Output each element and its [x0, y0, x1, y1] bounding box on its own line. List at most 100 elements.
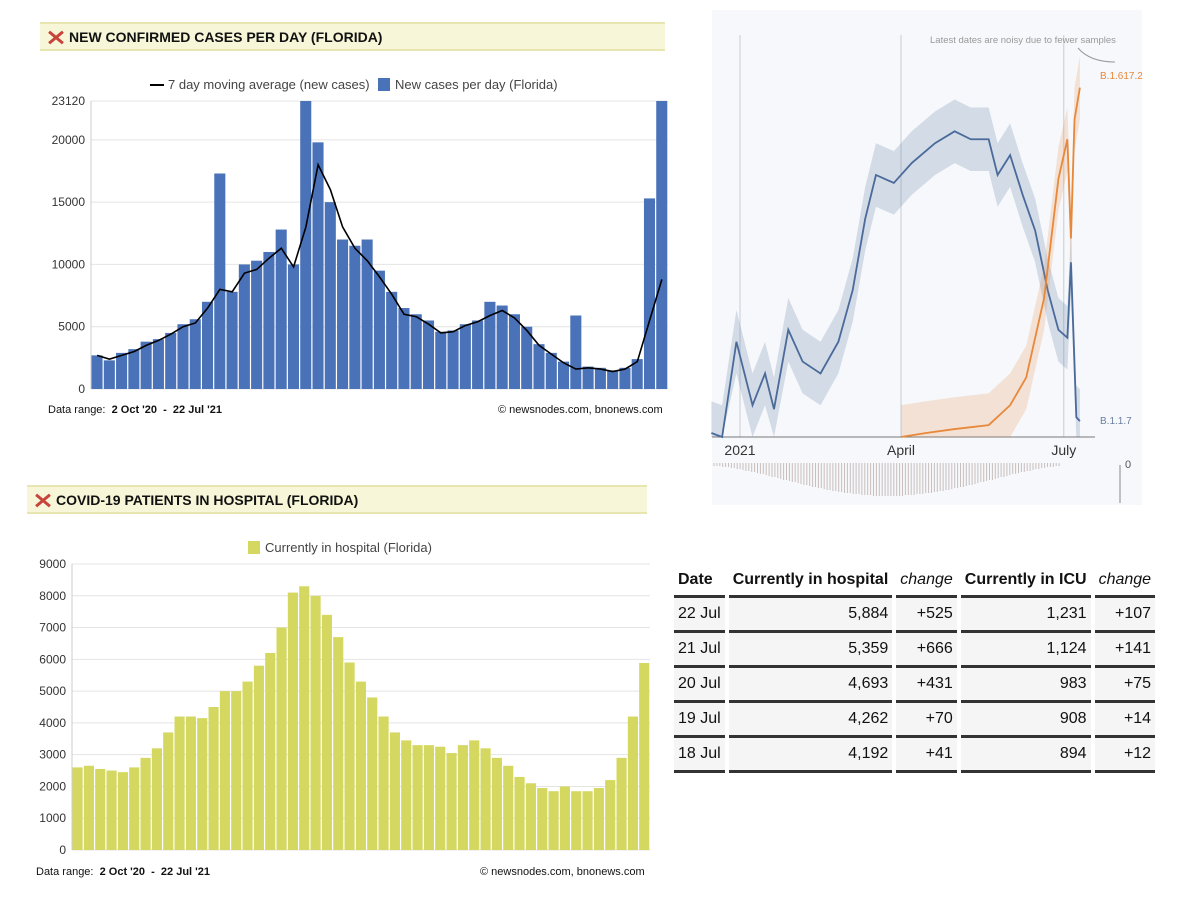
bar — [412, 745, 423, 850]
bar — [496, 305, 508, 389]
bar — [582, 366, 594, 389]
florida-flag-icon — [48, 30, 64, 44]
bar — [503, 765, 514, 850]
bar — [140, 341, 152, 389]
col-icu: Currently in ICU — [960, 565, 1091, 598]
bar — [214, 173, 226, 389]
bar — [447, 330, 459, 389]
y-tick-label: 3000 — [39, 748, 66, 762]
bar — [521, 326, 533, 389]
bar — [337, 239, 349, 389]
table-cell: +14 — [1094, 703, 1156, 738]
x-tick-label: 2021 — [724, 442, 755, 458]
bar — [263, 251, 275, 389]
bar — [607, 370, 619, 389]
bar — [253, 665, 264, 850]
bar — [140, 757, 151, 850]
y-tick-label: 0 — [59, 843, 66, 857]
bar — [287, 592, 298, 850]
hospital-panel-header: COVID-19 PATIENTS IN HOSPITAL (FLORIDA) — [27, 485, 647, 514]
y-tick-label: 23120 — [52, 94, 86, 108]
bar — [537, 788, 548, 850]
table-cell: 22 Jul — [674, 598, 725, 633]
y-tick-label: 4000 — [39, 716, 66, 730]
bar — [106, 770, 117, 850]
bar — [514, 776, 525, 850]
bar — [571, 791, 582, 850]
y-tick-label: 9000 — [39, 557, 66, 571]
bar — [251, 260, 263, 389]
y-tick-label: 5000 — [39, 684, 66, 698]
bar — [446, 753, 457, 850]
bar — [484, 301, 496, 389]
col-hospital: Currently in hospital — [728, 565, 893, 598]
cases-panel-header: NEW CONFIRMED CASES PER DAY (FLORIDA) — [40, 22, 665, 51]
bar — [219, 691, 230, 850]
variant-line — [900, 87, 1081, 438]
table-cell: +12 — [1094, 738, 1156, 773]
bar — [472, 320, 484, 389]
bar — [525, 783, 536, 850]
table-cell: 19 Jul — [674, 703, 725, 738]
noisy-note: Latest dates are noisy due to fewer samp… — [930, 35, 1116, 46]
table-cell: +70 — [896, 703, 957, 738]
bar — [300, 101, 312, 389]
bar — [163, 732, 174, 850]
bar — [265, 652, 276, 850]
bar — [558, 361, 570, 389]
table-cell: 4,693 — [728, 668, 893, 703]
bar — [605, 780, 616, 850]
bar — [435, 331, 447, 389]
bar — [276, 627, 287, 850]
bar — [95, 768, 106, 850]
data-range-value: 2 Oct '20 - 22 Jul '21 — [111, 404, 223, 416]
cases-credit: © newsnodes.com, bnonews.com — [498, 404, 663, 416]
bar — [129, 767, 140, 850]
hospital-table: Date Currently in hospital change Curren… — [670, 565, 1159, 773]
table-row: 21 Jul 5,359 +666 1,124 +141 — [674, 633, 1156, 668]
table-cell: 20 Jul — [674, 668, 725, 703]
bar — [344, 662, 355, 850]
table-cell: +666 — [896, 633, 957, 668]
table-cell: 908 — [960, 703, 1091, 738]
bar — [631, 359, 643, 389]
bar — [389, 732, 400, 850]
bar — [333, 637, 344, 850]
bar — [299, 586, 310, 850]
col-icu-change: change — [1094, 565, 1156, 598]
data-range-label: Data range: — [48, 404, 106, 416]
table-row: 22 Jul 5,884 +525 1,231 +107 — [674, 598, 1156, 633]
bar — [242, 681, 253, 850]
table-cell: +141 — [1094, 633, 1156, 668]
bar — [103, 360, 115, 389]
bar — [401, 740, 412, 850]
data-range-label: Data range: — [36, 866, 94, 878]
table-cell: 894 — [960, 738, 1091, 773]
bar — [656, 101, 668, 389]
bar — [545, 352, 557, 389]
bar — [91, 355, 103, 389]
bar — [349, 245, 361, 389]
y-tick-label: 20000 — [52, 133, 86, 147]
bar — [185, 716, 196, 850]
variant-line — [711, 130, 1081, 439]
variant-chart: 2021 April July Latest dates are noisy due … — [711, 35, 1143, 503]
table-cell: 1,124 — [960, 633, 1091, 668]
bar — [533, 344, 545, 389]
confidence-band — [711, 99, 1080, 438]
bar — [373, 270, 385, 389]
y-tick-label: 5000 — [58, 320, 85, 334]
table-row: 19 Jul 4,262 +70 908 +14 — [674, 703, 1156, 738]
legend-bar-swatch — [248, 541, 260, 554]
bar — [469, 740, 480, 850]
y-tick-label: 2000 — [39, 779, 66, 793]
bar — [231, 691, 242, 850]
bar — [480, 748, 491, 850]
cases-data-range: Data range: 2 Oct '20 - 22 Jul '21 — [48, 404, 222, 416]
table-cell: +107 — [1094, 598, 1156, 633]
table-cell: +431 — [896, 668, 957, 703]
y-tick-label: 8000 — [39, 589, 66, 603]
bar — [491, 757, 502, 850]
table-cell: +75 — [1094, 668, 1156, 703]
bar — [226, 291, 238, 389]
